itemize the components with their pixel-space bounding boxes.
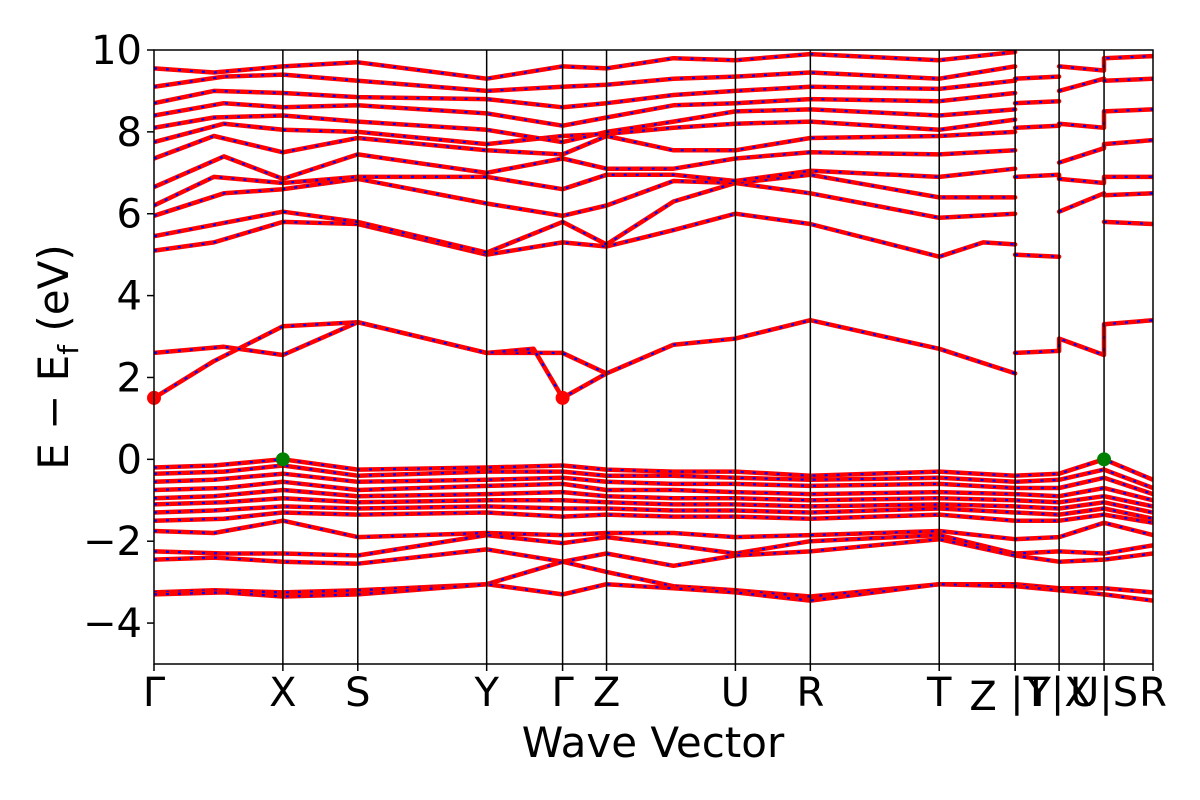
vbm-marker: [1097, 452, 1112, 467]
band-line-up: [154, 319, 609, 401]
band-line-down: [1103, 220, 1153, 226]
y-axis-title-sub: f: [52, 344, 85, 355]
band-line-up: [154, 166, 1018, 208]
kpoint-labels: Γ X S Y Γ Z U R T Z |TY|XU|S R: [143, 664, 1167, 720]
kpoint-label: U|S: [1070, 670, 1138, 716]
band-line-up: [154, 487, 1153, 509]
band-line-down: [1015, 124, 1060, 129]
band-line-down: [154, 108, 1016, 144]
kpoint-label: R: [796, 670, 824, 716]
kpoint-vertical-lines: [282, 50, 1105, 664]
band-line-down: [154, 173, 1016, 217]
kpoint-label: |T: [1010, 670, 1048, 716]
kpoint-label: Γ: [143, 670, 166, 716]
y-axis-title: E − Ef (eV): [29, 244, 85, 470]
y-ticks: −4 −2 0 2 4 6 8 10: [83, 28, 154, 647]
y-axis-title-unit: (eV): [29, 244, 78, 345]
bands-layer: [154, 50, 1153, 603]
band-edge-markers: [147, 390, 1112, 467]
band-line-up: [154, 536, 1153, 569]
kpoint-label: Z: [593, 670, 620, 716]
band-line-down: [154, 91, 1016, 127]
plot-frame: [153, 49, 1154, 665]
band-line-down: [1015, 75, 1060, 80]
y-tick-label: 0: [117, 437, 142, 483]
band-line-down: [154, 321, 608, 400]
y-tick-label: −2: [83, 519, 142, 565]
band-line-up: [1056, 191, 1153, 214]
band-line-down: [1015, 173, 1153, 185]
band-line-down: [154, 497, 1153, 514]
band-line-down: [1058, 108, 1153, 130]
kpoint-label: R: [1139, 670, 1167, 716]
band-line-up: [154, 479, 1153, 503]
band-line-down: [1015, 253, 1060, 258]
band-line-up: [154, 129, 1018, 161]
kpoint-label: U: [721, 670, 750, 716]
kpoint-label: Z: [969, 674, 996, 720]
y-tick-label: 8: [117, 110, 142, 156]
y-axis-title-main: E − E: [29, 355, 78, 470]
kpoint-label: S: [345, 670, 370, 716]
band-line-up: [154, 581, 1153, 603]
kpoint-label: X: [269, 670, 296, 716]
band-line-up: [154, 559, 1153, 599]
vbm-marker: [275, 452, 290, 467]
y-tick-label: 4: [117, 274, 142, 320]
band-line-up: [154, 471, 1153, 497]
band-line-up: [154, 518, 1153, 542]
band-line-down: [154, 79, 1016, 109]
x-axis-title: Wave Vector: [522, 718, 785, 767]
y-tick-label: 10: [91, 28, 142, 74]
cbm-marker: [555, 390, 570, 405]
y-tick-label: 6: [117, 192, 142, 238]
band-line-up: [1012, 317, 1153, 358]
band-line-down: [154, 65, 1016, 93]
kpoint-label: T: [926, 670, 952, 716]
band-line-up: [154, 457, 1153, 483]
band-line-up: [154, 532, 1153, 558]
kpoint-label: Y: [473, 670, 499, 716]
band-line-down: [1015, 319, 1153, 357]
band-line-up: [154, 510, 1153, 526]
y-tick-label: −4: [83, 601, 142, 647]
kpoint-label: Y|X: [1025, 670, 1091, 716]
band-line-down: [154, 50, 1016, 80]
kpoint-label: Γ: [551, 670, 574, 716]
band-line-up: [154, 463, 1153, 491]
band-line-down: [1015, 100, 1060, 105]
band-line-down: [154, 319, 1016, 399]
y-tick-label: 2: [117, 355, 142, 401]
band-line-down: [154, 149, 1016, 189]
band-line-down: [154, 505, 1153, 520]
